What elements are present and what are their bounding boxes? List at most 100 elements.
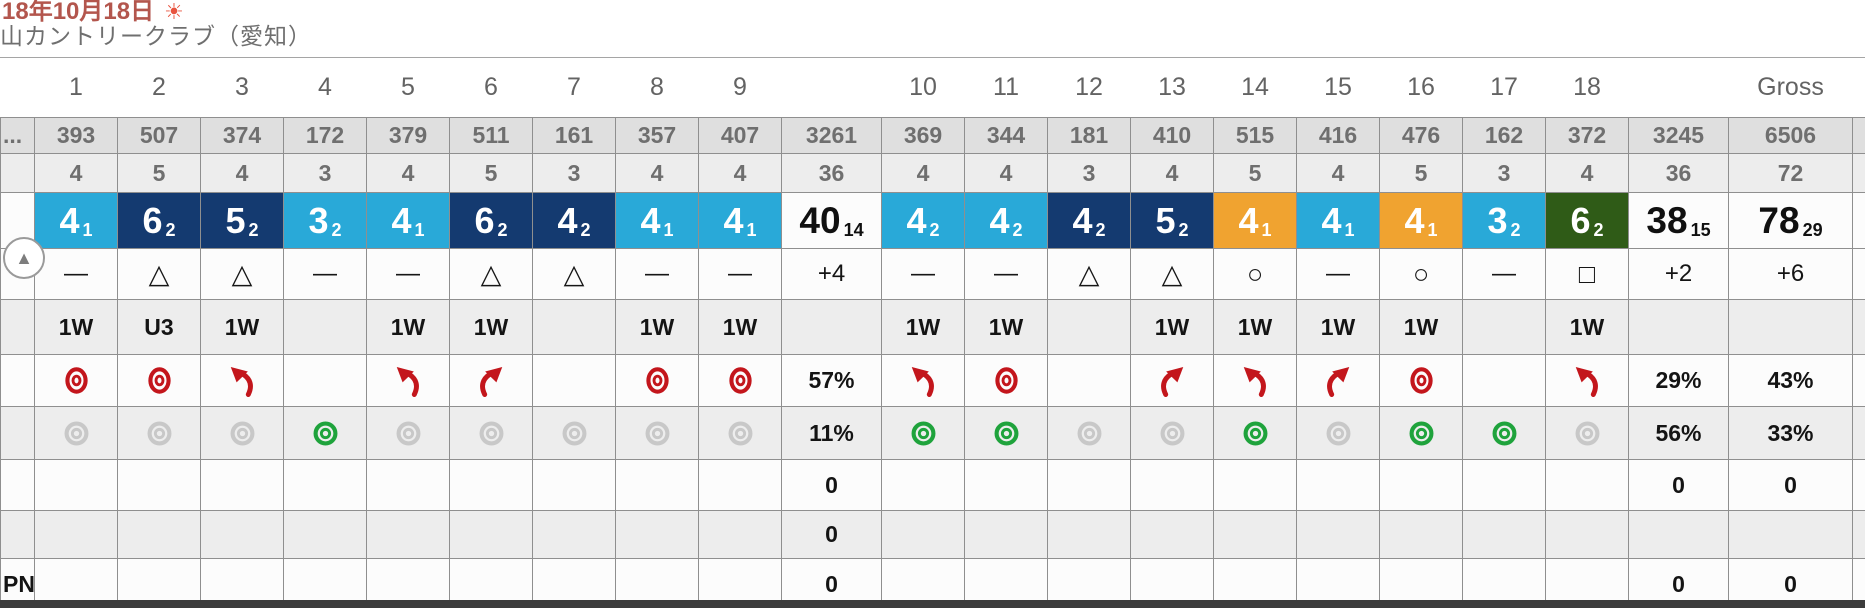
fw-cell-h5 <box>366 354 450 407</box>
col-header-in <box>1628 58 1729 118</box>
par-cell-h15: 4 <box>1296 153 1380 193</box>
gr-cell-h15 <box>1296 406 1380 460</box>
yd-cell-h5: 379 <box>366 117 450 154</box>
fairway-miss-right-icon <box>1327 366 1350 397</box>
result-symbol: — <box>1492 260 1516 287</box>
fairway-miss-right-icon <box>1161 366 1184 397</box>
sym-cell-h1: — <box>34 248 118 300</box>
par-cell-h2: 5 <box>117 153 201 193</box>
score-number: 78 <box>1758 200 1800 241</box>
putts-number: 1 <box>414 219 425 240</box>
gr-cell-h6 <box>449 406 533 460</box>
gr-cell-h7 <box>532 406 616 460</box>
gr-cell-h9 <box>698 406 782 460</box>
fairway-hit-icon <box>1409 367 1433 394</box>
putts-number: 2 <box>1012 219 1023 240</box>
fairway-miss-left-icon <box>396 366 419 397</box>
row-label-fw <box>0 354 35 407</box>
gr-cell-h8 <box>615 406 699 460</box>
par-cell-h12: 3 <box>1047 153 1131 193</box>
fairway-miss-left-icon <box>1243 366 1266 397</box>
putts-number: 2 <box>1095 219 1106 240</box>
putts-number: 2 <box>497 219 508 240</box>
z3-cell-h1 <box>34 558 118 608</box>
club-cell-h9: 1W <box>698 299 782 355</box>
z1-cell-h2 <box>117 459 201 511</box>
expand-rows-button[interactable]: ▲ <box>3 237 45 279</box>
sym-cell-h4: — <box>283 248 367 300</box>
par-cell-h1: 4 <box>34 153 118 193</box>
score-cell-out: 40 14 <box>781 192 882 249</box>
par-cell-h11: 4 <box>964 153 1048 193</box>
z2-cell-h1 <box>34 510 118 559</box>
par-cell-out: 36 <box>781 153 882 193</box>
score-number: 6 <box>474 199 495 241</box>
yd-cell-h14: 515 <box>1213 117 1297 154</box>
score-cell-gross: 78 29 <box>1728 192 1853 249</box>
col-header-h8: 8 <box>615 58 699 118</box>
yd-cell-h15: 416 <box>1296 117 1380 154</box>
yd-cell-h6: 511 <box>449 117 533 154</box>
score-number: 4 <box>723 199 744 241</box>
sym-cell-h14: ○ <box>1213 248 1297 300</box>
col-header-h15: 15 <box>1296 58 1380 118</box>
green-miss-icon <box>1077 421 1101 445</box>
sym-cell-h6: △ <box>449 248 533 300</box>
result-symbol: — <box>728 260 752 287</box>
z1-cell-gross: 0 <box>1728 459 1853 511</box>
z2-cell-edge <box>1852 510 1865 559</box>
z3-cell-h4 <box>283 558 367 608</box>
score-number: 38 <box>1646 200 1688 241</box>
putts-number: 2 <box>929 219 940 240</box>
yd-cell-out: 3261 <box>781 117 882 154</box>
score-number: 6 <box>1570 199 1591 241</box>
result-symbol: ○ <box>1246 258 1264 289</box>
fairway-miss-left-icon <box>1575 366 1598 397</box>
z1-cell-in: 0 <box>1628 459 1729 511</box>
fw-cell-h16 <box>1379 354 1463 407</box>
par-cell-h6: 5 <box>449 153 533 193</box>
sym-cell-h2: △ <box>117 248 201 300</box>
score-number: 4 <box>1238 199 1259 241</box>
green-miss-icon <box>396 421 420 445</box>
putts-number: 1 <box>746 219 757 240</box>
result-symbol: — <box>64 260 88 287</box>
club-cell-h11: 1W <box>964 299 1048 355</box>
par-cell-gross: 72 <box>1728 153 1853 193</box>
z1-cell-h15 <box>1296 459 1380 511</box>
putts-number: 1 <box>1344 219 1355 240</box>
sym-cell-h3: △ <box>200 248 284 300</box>
col-header-h6: 6 <box>449 58 533 118</box>
par-cell-h16: 5 <box>1379 153 1463 193</box>
score-number: 3 <box>308 199 329 241</box>
club-cell-gross <box>1728 299 1853 355</box>
yd-cell-h4: 172 <box>283 117 367 154</box>
fw-cell-h11 <box>964 354 1048 407</box>
course-name: 山カントリークラブ（愛知） <box>0 23 312 49</box>
z2-cell-out: 0 <box>781 510 882 559</box>
score-number: 4 <box>1072 199 1093 241</box>
yd-cell-h7: 161 <box>532 117 616 154</box>
col-header-h17: 17 <box>1462 58 1546 118</box>
club-cell-h17 <box>1462 299 1546 355</box>
